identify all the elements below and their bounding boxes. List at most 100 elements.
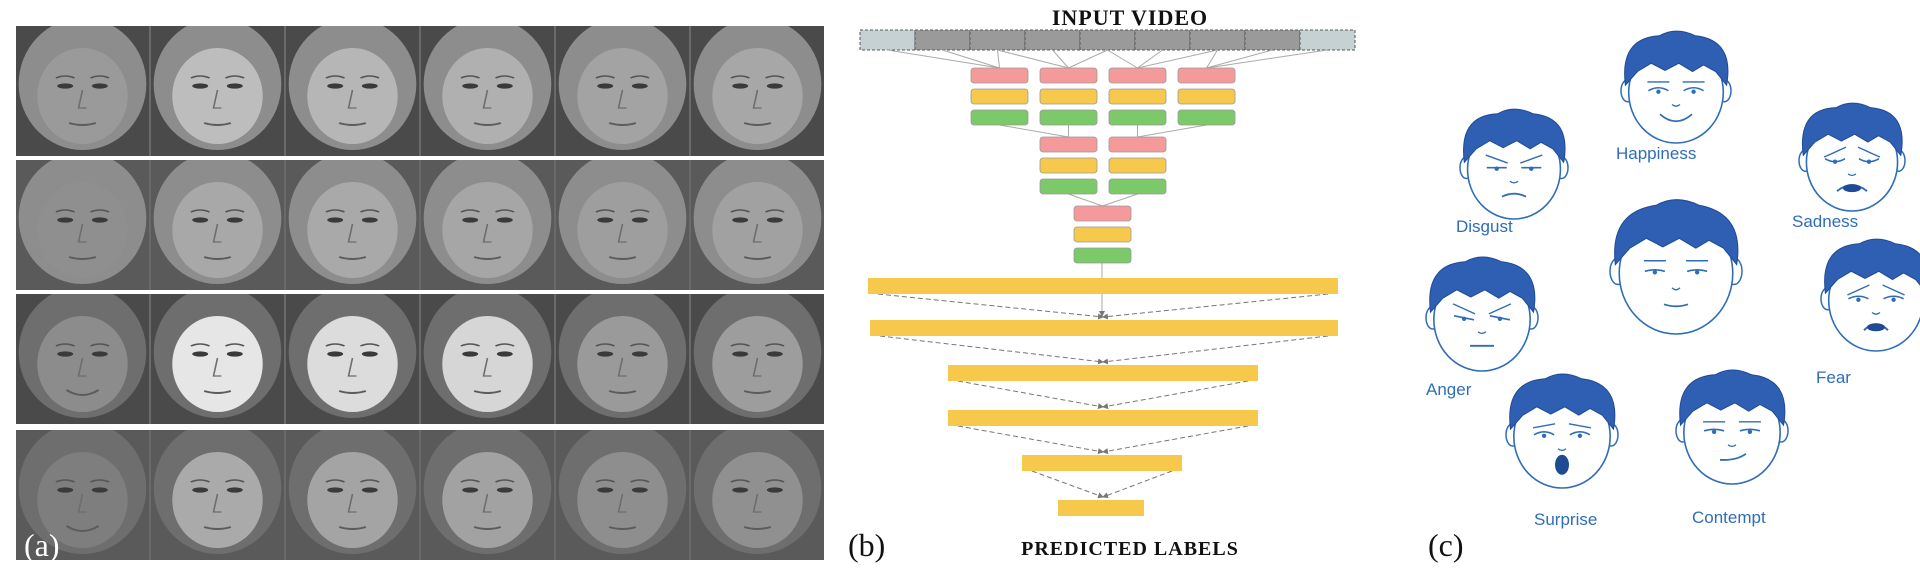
emotion-label-anger: Anger — [1426, 380, 1472, 399]
cartoon-face-happy — [1620, 30, 1732, 144]
panel-c-label: (c) — [1428, 527, 1464, 563]
connector-line — [957, 425, 1104, 455]
face-image-row — [16, 26, 824, 156]
cartoon-face-surprise — [1505, 373, 1619, 489]
network-diagram — [859, 29, 1356, 516]
emotion-label-sadness: Sadness — [1792, 212, 1859, 231]
connector-line — [1102, 335, 1329, 365]
video-frame — [1189, 29, 1246, 51]
connector-line — [1052, 49, 1069, 69]
face-image-cell — [556, 26, 689, 156]
connector-line — [1102, 293, 1329, 320]
face-image-row — [16, 160, 824, 290]
conv-block-green — [1073, 247, 1132, 264]
conv-block-red — [970, 67, 1029, 84]
predicted-labels-title: PREDICTED LABELS — [1021, 538, 1239, 560]
face-image-cell — [151, 294, 284, 424]
connector-line — [1137, 49, 1218, 69]
face-image-cell — [16, 294, 149, 424]
conv-block-green — [970, 109, 1029, 126]
face-image-row — [16, 430, 824, 560]
face-image-cell — [286, 26, 419, 156]
video-frame — [969, 29, 1026, 51]
panel-a-label: (a) — [24, 527, 60, 563]
video-frame — [1079, 29, 1136, 51]
face-image-cell — [16, 26, 149, 156]
conv-block-red — [1073, 205, 1132, 222]
connector-line — [1068, 193, 1103, 207]
face-image-cell — [286, 430, 419, 560]
emotion-illustration-panel: Disgust Happiness Sadness Anger Fear Sur… — [1420, 0, 1920, 576]
emotion-label-disgust: Disgust — [1456, 217, 1513, 236]
face-image-cell — [556, 430, 689, 560]
video-frame — [1299, 29, 1356, 51]
conv-block-green — [1039, 178, 1098, 195]
face-image-cell — [691, 26, 824, 156]
face-image-cell — [151, 430, 284, 560]
conv-block-yellow — [1073, 226, 1132, 243]
face-image-cell — [556, 294, 689, 424]
conv-block-green — [1039, 109, 1098, 126]
connector-line — [1206, 49, 1328, 69]
connector-line — [1206, 49, 1273, 69]
video-frame — [859, 29, 916, 51]
connector-line — [1102, 380, 1249, 410]
temporal-bar — [1022, 455, 1182, 471]
conv-block-red — [1039, 67, 1098, 84]
conv-block-yellow — [1108, 88, 1167, 105]
connector-line — [999, 124, 1069, 138]
connector-line — [942, 49, 1000, 69]
panel-b-label: (b) — [848, 527, 886, 563]
cartoon-face-contempt — [1675, 369, 1789, 485]
conv-block-red — [1177, 67, 1236, 84]
video-frame — [1244, 29, 1301, 51]
connector-line — [1102, 470, 1173, 499]
face-image-cell — [286, 160, 419, 290]
conv-block-yellow — [970, 88, 1029, 105]
face-image-cell — [16, 430, 149, 560]
conv-block-yellow — [1177, 88, 1236, 105]
connector-line — [1107, 49, 1138, 69]
temporal-bar — [868, 278, 1338, 294]
connector-line — [957, 380, 1104, 410]
connector-line — [1137, 124, 1207, 138]
face-image-cell — [16, 160, 149, 290]
face-image-cell — [421, 26, 554, 156]
conv-block-green — [1177, 109, 1236, 126]
face-image-cell — [421, 160, 554, 290]
face-image-cell — [556, 160, 689, 290]
conv-block-green — [1108, 178, 1167, 195]
video-frame — [914, 29, 971, 51]
cartoon-face-fear — [1820, 238, 1920, 352]
face-image-cell — [691, 430, 824, 560]
connector-line — [1137, 49, 1163, 69]
connector-line — [879, 335, 1104, 365]
conv-block-red — [1108, 136, 1167, 153]
face-image-cell — [421, 294, 554, 424]
input-video-title: INPUT VIDEO — [1051, 5, 1209, 30]
connector-line — [1102, 425, 1249, 455]
connector-line — [1206, 49, 1218, 69]
connector-line — [887, 49, 1000, 69]
cartoon-face-disgust — [1459, 108, 1569, 220]
connector-line — [997, 49, 1069, 69]
temporal-bar — [870, 320, 1338, 336]
face-image-grid-panel: (a) — [0, 0, 840, 576]
network-diagram-panel: INPUT VIDEO (b) PREDICTED LABELS — [840, 0, 1420, 576]
conv-block-green — [1108, 109, 1167, 126]
temporal-bar — [948, 365, 1258, 381]
face-image-cell — [421, 430, 554, 560]
emotion-label-happiness: Happiness — [1616, 144, 1697, 163]
connector-line — [1068, 49, 1108, 69]
emotion-faces-illustration — [1425, 30, 1920, 489]
face-image-row — [16, 294, 824, 424]
connector-line — [877, 293, 1104, 320]
face-image-cell — [286, 294, 419, 424]
conv-block-red — [1039, 136, 1098, 153]
face-image-cell — [151, 160, 284, 290]
face-image-cell — [151, 26, 284, 156]
cartoon-face-neutral — [1609, 199, 1743, 335]
cartoon-face-sad — [1798, 102, 1906, 212]
video-frame — [1134, 29, 1191, 51]
emotion-label-fear: Fear — [1816, 368, 1851, 387]
